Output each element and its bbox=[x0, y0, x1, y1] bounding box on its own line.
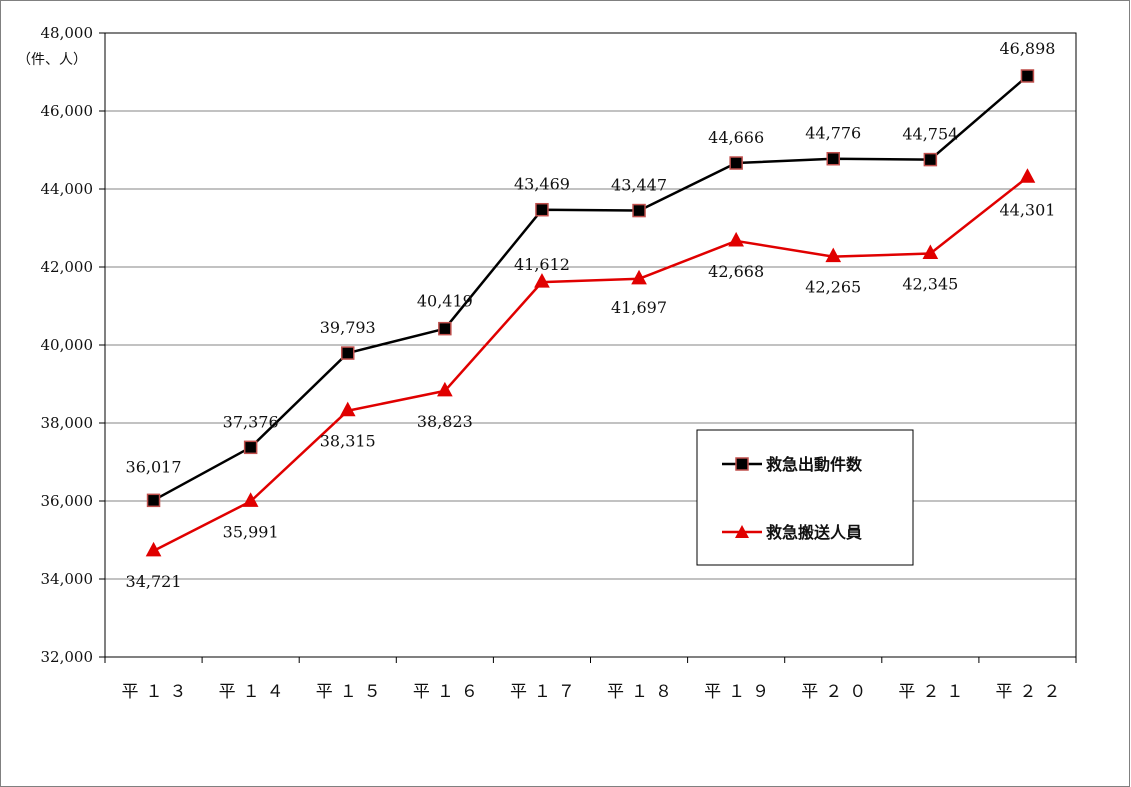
data-point-dispatch bbox=[535, 202, 549, 217]
y-tick-label: 44,000 bbox=[41, 180, 94, 198]
data-label-dispatch: 36,017 bbox=[126, 457, 182, 476]
series-line-dispatch bbox=[152, 75, 1029, 502]
data-point-transport bbox=[242, 492, 259, 507]
data-point-transport bbox=[145, 541, 162, 557]
data-point-transport bbox=[437, 381, 453, 397]
y-tick-labels: 32,000 34,000 36,000 38,000 40,000 42,000 44,0… bbox=[41, 24, 94, 666]
data-point-transport bbox=[825, 247, 842, 263]
legend-marker-dispatch bbox=[735, 457, 749, 471]
legend: 救急出動件数 救急搬送人員 bbox=[696, 429, 914, 566]
data-point-dispatch bbox=[1020, 69, 1035, 83]
y-tick-label: 38,000 bbox=[41, 414, 94, 432]
legend-box bbox=[696, 429, 914, 566]
legend-label-dispatch: 救急出動件数 bbox=[766, 455, 863, 474]
data-point-dispatch bbox=[438, 321, 452, 336]
y-unit-label: （件、人） bbox=[17, 52, 87, 68]
axes bbox=[99, 32, 1077, 663]
data-point-transport bbox=[1019, 168, 1036, 183]
x-tick-label: 平１３ bbox=[122, 682, 194, 702]
data-label-transport: 38,823 bbox=[417, 412, 473, 431]
legend-label-transport: 救急搬送人員 bbox=[766, 523, 862, 542]
x-tick-label: 平１８ bbox=[607, 682, 679, 702]
data-labels: 36,017 37,376 39,793 40,419 43,469 43,447 44,6… bbox=[126, 39, 1056, 591]
data-point-dispatch bbox=[341, 346, 355, 360]
x-tick-label: 平２０ bbox=[801, 682, 873, 702]
x-tick-label: 平１９ bbox=[704, 682, 776, 702]
x-tick-label: 平１５ bbox=[316, 682, 388, 702]
data-label-transport: 42,668 bbox=[708, 262, 764, 281]
data-label-dispatch: 44,776 bbox=[805, 124, 861, 143]
data-point-transport bbox=[339, 401, 356, 417]
data-point-dispatch bbox=[632, 203, 646, 218]
gridlines bbox=[105, 110, 1076, 580]
y-tick-label: 46,000 bbox=[41, 102, 94, 120]
data-point-transport bbox=[631, 269, 647, 285]
data-label-dispatch: 40,419 bbox=[417, 292, 473, 311]
data-point-transport bbox=[534, 273, 550, 288]
data-label-transport: 41,612 bbox=[514, 255, 570, 274]
y-tick-label: 36,000 bbox=[41, 492, 94, 510]
x-tick-label: 平２１ bbox=[898, 682, 970, 702]
data-label-dispatch: 43,447 bbox=[611, 176, 667, 195]
y-tick-label: 34,000 bbox=[41, 570, 94, 588]
y-tick-label: 42,000 bbox=[41, 258, 94, 276]
x-tick-label: 平１７ bbox=[510, 682, 582, 702]
data-label-transport: 34,721 bbox=[126, 572, 182, 591]
y-tick-label: 40,000 bbox=[41, 336, 94, 354]
x-tick-label: 平１４ bbox=[219, 682, 291, 702]
data-point-dispatch bbox=[826, 151, 840, 166]
data-point-transport bbox=[728, 231, 744, 247]
x-tick-label: 平１６ bbox=[413, 682, 485, 702]
data-label-transport: 44,301 bbox=[999, 200, 1055, 219]
data-label-dispatch: 44,754 bbox=[902, 125, 958, 144]
y-tick-label: 48,000 bbox=[41, 24, 94, 42]
data-label-transport: 38,315 bbox=[320, 432, 376, 451]
data-label-dispatch: 39,793 bbox=[320, 318, 376, 337]
y-tick-label: 32,000 bbox=[41, 648, 94, 666]
data-point-dispatch bbox=[729, 156, 743, 170]
legend-marker-transport bbox=[735, 525, 749, 538]
data-label-dispatch: 37,376 bbox=[223, 412, 279, 431]
series-lines bbox=[145, 69, 1036, 557]
data-label-transport: 41,697 bbox=[611, 298, 667, 317]
data-label-transport: 42,265 bbox=[805, 278, 861, 297]
data-label-transport: 35,991 bbox=[223, 522, 279, 541]
data-label-transport: 42,345 bbox=[902, 275, 958, 294]
data-label-dispatch: 44,666 bbox=[708, 128, 764, 147]
x-tick-label: 平２２ bbox=[995, 682, 1067, 702]
data-point-transport bbox=[922, 244, 939, 260]
data-point-dispatch bbox=[243, 440, 258, 455]
x-tick-labels: 平１３ 平１４ 平１５ 平１６ 平１７ 平１８ 平１９ 平２０ 平２１ 平２２ bbox=[122, 682, 1067, 702]
series-line-transport bbox=[152, 176, 1029, 552]
data-label-dispatch: 46,898 bbox=[999, 39, 1055, 58]
data-label-dispatch: 43,469 bbox=[514, 175, 570, 194]
data-point-dispatch bbox=[146, 493, 161, 508]
data-point-dispatch bbox=[923, 152, 938, 167]
